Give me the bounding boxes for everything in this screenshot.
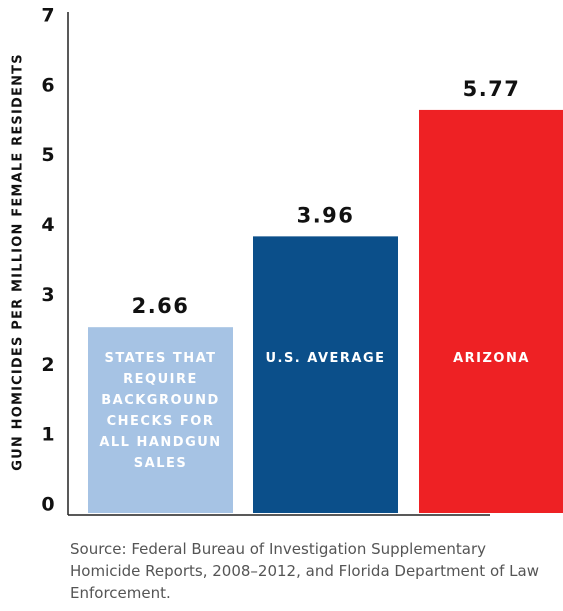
value-label: 5.77 xyxy=(463,77,521,101)
category-label: U.S. AVERAGE xyxy=(265,351,386,366)
value-label: 2.66 xyxy=(132,294,190,318)
y-tick-label: 3 xyxy=(41,284,54,306)
y-axis-label: GUN HOMICIDES PER MILLION FEMALE RESIDEN… xyxy=(11,53,26,471)
y-tick-label: 6 xyxy=(41,74,54,96)
category-label: ARIZONA xyxy=(453,351,530,366)
source-note: Source: Federal Bureau of Investigation … xyxy=(70,540,539,602)
bar xyxy=(419,109,563,513)
y-tick-label: 0 xyxy=(41,494,54,516)
y-tick-label: 5 xyxy=(41,144,54,166)
category-label: STATES THAT REQUIRE BACKGROUND CHECKS FO… xyxy=(99,351,222,471)
y-tick-label: 2 xyxy=(41,354,54,376)
y-tick-label: 4 xyxy=(41,214,54,236)
y-tick-label: 1 xyxy=(41,424,54,446)
y-tick-label: 7 xyxy=(41,5,54,27)
bar xyxy=(253,236,398,513)
value-label: 3.96 xyxy=(297,203,355,227)
bar xyxy=(88,327,233,513)
